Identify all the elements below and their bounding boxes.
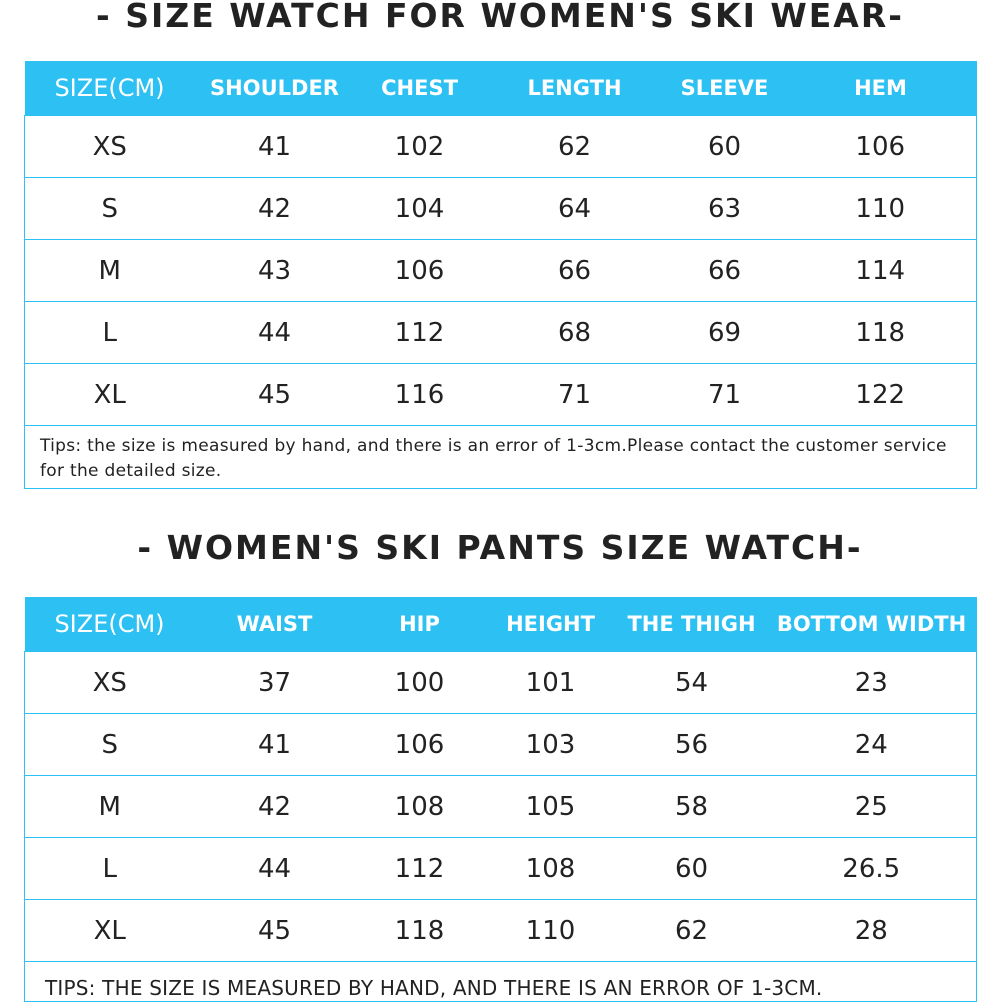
header-hem: HEM [784,61,977,116]
table-row: S 42 104 64 63 110 [24,177,977,240]
thigh-cell: 60 [616,837,767,900]
table-row: XS 37 100 101 54 23 [24,651,977,714]
size-cell: M [24,775,195,838]
chest-cell: 106 [354,239,485,302]
size-cell: S [24,177,195,240]
thigh-cell: 62 [616,899,767,962]
table-header-row: SIZE(CM) SHOULDER CHEST LENGTH SLEEVE HE… [24,61,977,116]
table-row: M 42 108 105 58 25 [24,775,977,838]
chest-cell: 116 [354,363,485,426]
length-cell: 64 [484,177,665,240]
length-cell: 71 [484,363,665,426]
header-chest: CHEST [354,61,485,116]
chest-cell: 104 [354,177,485,240]
hip-cell: 118 [354,899,485,962]
waist-cell: 41 [194,713,355,776]
size-cell: XL [24,899,195,962]
waist-cell: 44 [194,837,355,900]
header-hip: HIP [354,597,485,652]
length-cell: 62 [484,115,665,178]
table-row: L 44 112 68 69 118 [24,301,977,364]
sleeve-cell: 69 [664,301,785,364]
header-shoulder: SHOULDER [194,61,355,116]
header-height: HEIGHT [484,597,617,652]
height-cell: 103 [484,713,617,776]
bottom-width-cell: 24 [766,713,977,776]
ski-pants-tips-note: TIPS: THE SIZE IS MEASURED BY HAND, AND … [24,961,977,1002]
length-cell: 66 [484,239,665,302]
shoulder-cell: 41 [194,115,355,178]
tips-row: Tips: the size is measured by hand, and … [24,425,977,489]
chest-cell: 102 [354,115,485,178]
thigh-cell: 54 [616,651,767,714]
length-cell: 68 [484,301,665,364]
size-cell: L [24,837,195,900]
height-cell: 101 [484,651,617,714]
size-cell: S [24,713,195,776]
hem-cell: 110 [784,177,977,240]
header-sleeve: SLEEVE [664,61,785,116]
sleeve-cell: 66 [664,239,785,302]
shoulder-cell: 43 [194,239,355,302]
shoulder-cell: 44 [194,301,355,364]
table-row: L 44 112 108 60 26.5 [24,837,977,900]
size-cell: M [24,239,195,302]
ski-wear-size-title: - SIZE WATCH FOR WOMEN'S SKI WEAR- [96,0,904,35]
bottom-width-cell: 28 [766,899,977,962]
table-row: S 41 106 103 56 24 [24,713,977,776]
header-size-cm: SIZE(CM) [24,61,195,116]
ski-pants-size-title: - WOMEN'S SKI PANTS SIZE WATCH- [137,528,863,567]
hip-cell: 108 [354,775,485,838]
table-row: XS 41 102 62 60 106 [24,115,977,178]
sleeve-cell: 60 [664,115,785,178]
size-cell: XS [24,651,195,714]
header-size-cm: SIZE(CM) [24,597,195,652]
hem-cell: 114 [784,239,977,302]
header-bottom-width: BOTTOM WIDTH [766,597,977,652]
header-length: LENGTH [484,61,665,116]
hem-cell: 118 [784,301,977,364]
header-waist: WAIST [194,597,355,652]
size-cell: XS [24,115,195,178]
chest-cell: 112 [354,301,485,364]
shoulder-cell: 42 [194,177,355,240]
thigh-cell: 56 [616,713,767,776]
hem-cell: 122 [784,363,977,426]
height-cell: 108 [484,837,617,900]
ski-wear-tips-note: Tips: the size is measured by hand, and … [24,425,977,489]
height-cell: 110 [484,899,617,962]
bottom-width-cell: 26.5 [766,837,977,900]
hip-cell: 106 [354,713,485,776]
size-cell: XL [24,363,195,426]
hip-cell: 100 [354,651,485,714]
table-row: XL 45 118 110 62 28 [24,899,977,962]
waist-cell: 42 [194,775,355,838]
shoulder-cell: 45 [194,363,355,426]
height-cell: 105 [484,775,617,838]
table-header-row: SIZE(CM) WAIST HIP HEIGHT THE THIGH BOTT… [24,597,977,652]
ski-pants-size-table: SIZE(CM) WAIST HIP HEIGHT THE THIGH BOTT… [24,597,977,1002]
thigh-cell: 58 [616,775,767,838]
table-row: M 43 106 66 66 114 [24,239,977,302]
waist-cell: 45 [194,899,355,962]
bottom-width-cell: 23 [766,651,977,714]
ski-wear-size-table: SIZE(CM) SHOULDER CHEST LENGTH SLEEVE HE… [24,61,977,489]
header-thigh: THE THIGH [616,597,767,652]
bottom-width-cell: 25 [766,775,977,838]
tips-row: TIPS: THE SIZE IS MEASURED BY HAND, AND … [24,961,977,1002]
sleeve-cell: 71 [664,363,785,426]
size-cell: L [24,301,195,364]
sleeve-cell: 63 [664,177,785,240]
hem-cell: 106 [784,115,977,178]
table-row: XL 45 116 71 71 122 [24,363,977,426]
waist-cell: 37 [194,651,355,714]
hip-cell: 112 [354,837,485,900]
